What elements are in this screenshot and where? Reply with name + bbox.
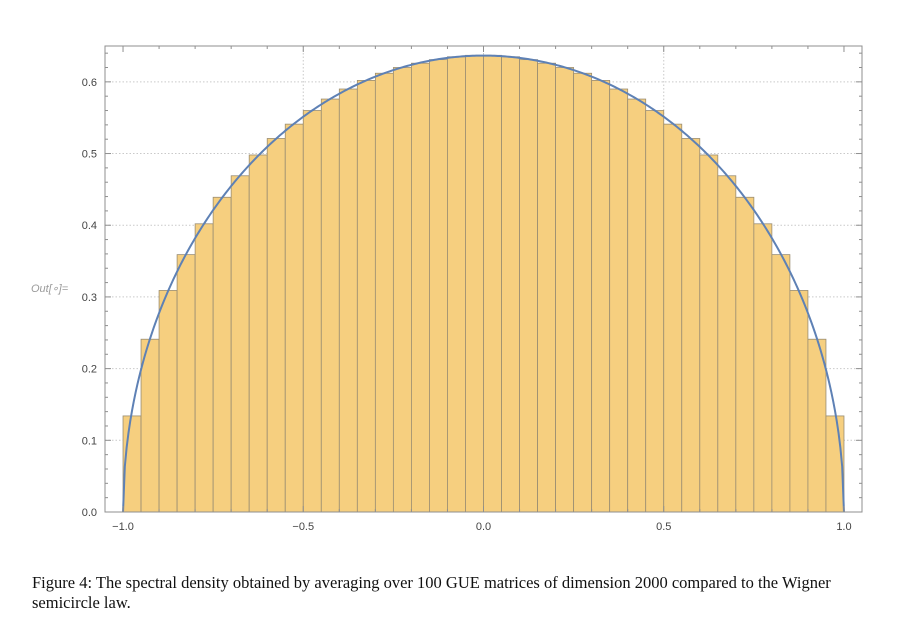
figure-caption: Figure 4: The spectral density obtained … [32,573,831,612]
y-tick-label: 0.5 [82,149,97,161]
y-axis-ticks: 0.0 0.1 0.2 0.3 0.4 0.5 0.6 [82,52,862,519]
histogram-bar [609,88,629,513]
y-tick-label: 0.1 [82,435,97,447]
histogram-bar [555,67,575,513]
x-tick-label: −0.5 [292,521,314,533]
histogram-bar [338,88,358,513]
histogram-bar [158,290,178,513]
histogram-bar [591,80,611,513]
histogram-bar [627,98,647,513]
y-tick-label: 0.0 [82,507,97,519]
histogram-bar [320,98,340,513]
histogram-bar [212,196,232,513]
output-label: Out[∘]= [31,283,69,295]
histogram-bar [194,223,214,513]
x-tick-label: 0.5 [656,521,671,533]
y-tick-label: 0.6 [82,77,97,89]
histogram-bar [465,54,484,513]
histogram-bar [771,254,791,513]
y-tick-label: 0.3 [82,292,97,304]
histogram-bar [663,123,683,513]
histogram-bar [753,223,773,513]
histogram-bar [411,62,430,513]
histogram-bar [501,56,520,513]
x-tick-label: −1.0 [112,521,134,533]
histogram-bars [122,54,845,513]
x-tick-label: 1.0 [836,521,851,533]
histogram-bar [374,72,394,513]
histogram-bar [140,338,160,513]
histogram-bar [230,175,250,513]
histogram-bar [699,154,719,513]
x-tick-label: 0.0 [476,521,491,533]
histogram-bar [429,59,448,513]
histogram-chart: −1.0 −0.5 0.0 0.5 1.0 0.0 0.1 0.2 0.3 0.4 0.5 0.6 [82,45,863,533]
histogram-bar [266,138,286,513]
x-axis-ticks: −1.0 −0.5 0.0 0.5 1.0 [112,46,852,533]
histogram-bar [447,56,466,513]
histogram-bar [356,80,376,513]
semicircle-curve [122,54,845,513]
histogram-bar [681,138,701,513]
histogram-bar [537,62,556,513]
histogram-bar [176,254,196,513]
y-tick-label: 0.2 [82,364,97,376]
histogram-bar [807,338,827,513]
histogram-bar [302,110,322,513]
y-tick-label: 0.4 [82,220,97,232]
histogram-bar [519,59,538,513]
histogram-bar [573,72,593,513]
histogram-bar [789,290,809,513]
histogram-bar [284,123,304,513]
histogram-bar [392,67,412,513]
histogram-bar [248,154,268,513]
histogram-bar [735,196,755,513]
histogram-bar [645,110,665,513]
histogram-bar [717,175,737,513]
histogram-bar [483,54,502,513]
